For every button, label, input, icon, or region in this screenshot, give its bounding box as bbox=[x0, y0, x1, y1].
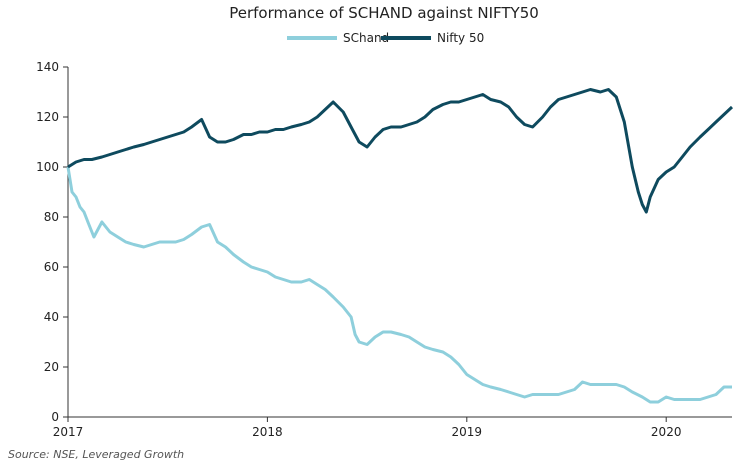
legend-label-nifty: Nifty 50 bbox=[437, 31, 484, 45]
series-lines bbox=[66, 88, 734, 404]
source-note: Source: NSE, Leveraged Growth bbox=[8, 448, 184, 461]
legend: SChand Nifty 50 bbox=[287, 31, 484, 45]
x-tick-label: 2020 bbox=[651, 425, 682, 439]
y-tick-label: 60 bbox=[44, 260, 59, 274]
x-tick-label: 2018 bbox=[252, 425, 283, 439]
y-tick-label: 140 bbox=[36, 60, 59, 74]
y-tick-label: 100 bbox=[36, 160, 59, 174]
y-tick-label: 20 bbox=[44, 360, 59, 374]
y-tick-label: 40 bbox=[44, 310, 59, 324]
y-tick-label: 80 bbox=[44, 210, 59, 224]
chart-title: Performance of SCHAND against NIFTY50 bbox=[229, 4, 539, 22]
x-axis: 2017 2018 2019 2020 bbox=[53, 416, 732, 439]
y-axis: 0 20 40 60 80 100 120 140 bbox=[36, 60, 69, 424]
x-tick-label: 2019 bbox=[452, 425, 483, 439]
legend-label-schand: SChand bbox=[343, 31, 389, 45]
y-tick-label: 0 bbox=[51, 410, 59, 424]
series-line-schand bbox=[66, 166, 732, 404]
y-tick-label: 120 bbox=[36, 110, 59, 124]
x-tick-label: 2017 bbox=[53, 425, 84, 439]
series-line-nifty50 bbox=[67, 88, 734, 214]
